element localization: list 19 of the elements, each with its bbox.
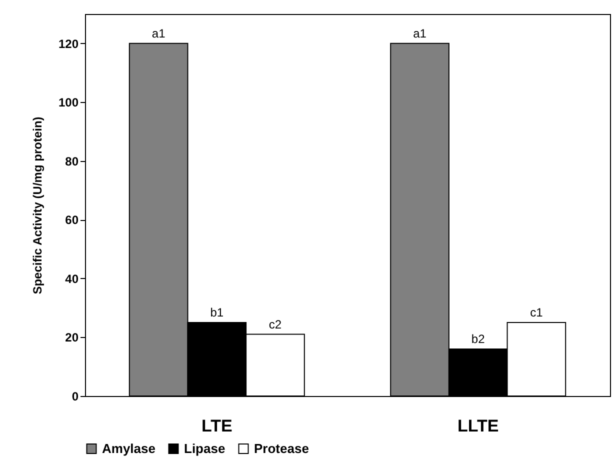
y-tick-label: 20 bbox=[65, 330, 79, 345]
legend-label: Lipase bbox=[184, 440, 226, 456]
y-tick-label: 120 bbox=[58, 36, 79, 51]
annotation: c2 bbox=[268, 317, 282, 332]
legend-label: Protease bbox=[254, 440, 309, 456]
annotation: b2 bbox=[471, 332, 486, 346]
annotation: a1 bbox=[413, 26, 427, 40]
x-tick-label: LTE bbox=[201, 416, 232, 436]
y-tick-label: 40 bbox=[65, 272, 79, 286]
y-tick-label: 100 bbox=[58, 96, 79, 110]
annotation: b1 bbox=[210, 306, 224, 320]
x-tick-label: LLTE bbox=[457, 416, 499, 436]
y-axis-title: Specific Activity (U/mg protein) bbox=[30, 116, 44, 294]
legend-label: Amylase bbox=[102, 440, 156, 456]
annotation: a1 bbox=[152, 26, 166, 40]
y-tick-label: 80 bbox=[65, 154, 79, 168]
y-tick-label: 0 bbox=[72, 390, 79, 404]
y-tick-label: 60 bbox=[65, 213, 79, 228]
annotation: c1 bbox=[530, 306, 544, 320]
